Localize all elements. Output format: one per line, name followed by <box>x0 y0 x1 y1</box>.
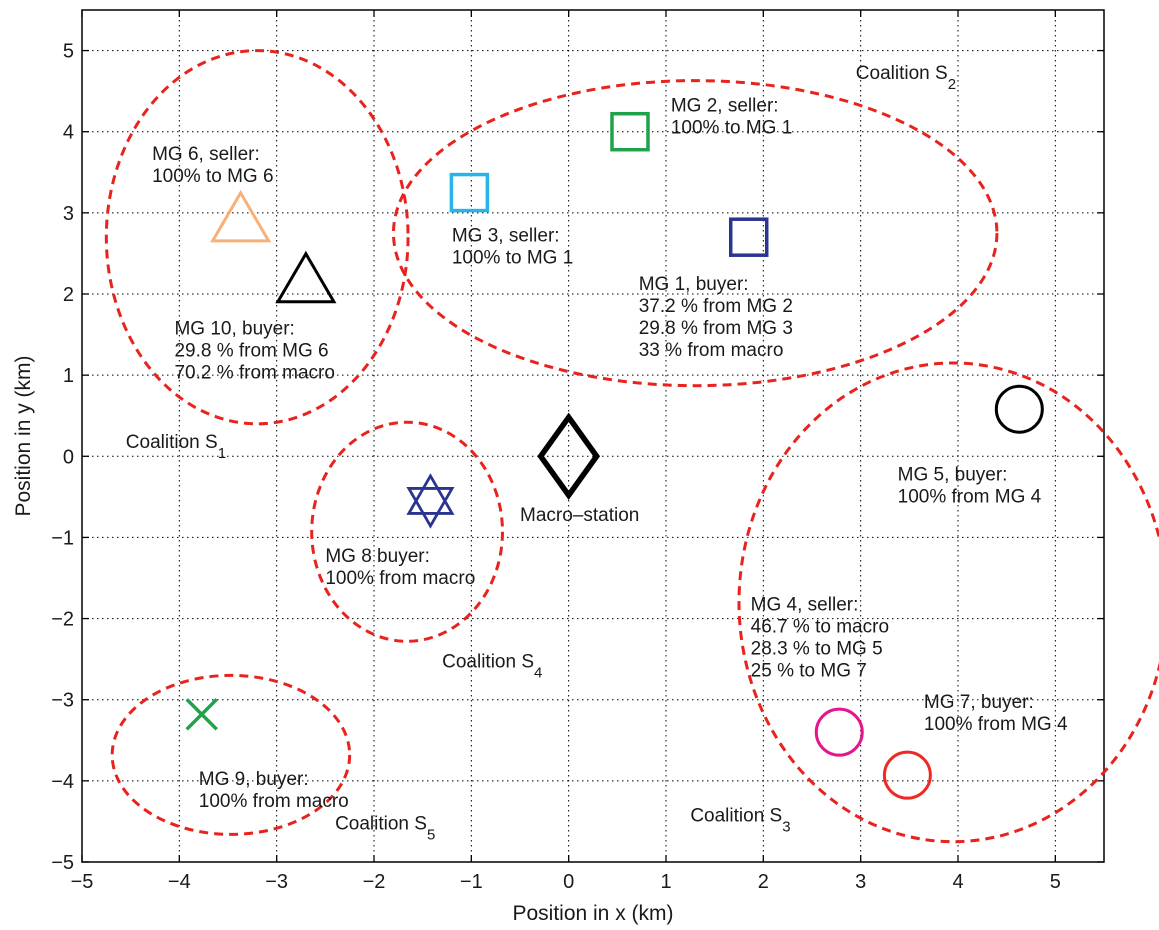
x-tick-label: −5 <box>71 871 94 893</box>
y-tick-label: 2 <box>63 284 74 306</box>
mg4-marker <box>814 707 864 757</box>
annotation-line: MG 2, seller: <box>671 95 779 116</box>
mg2-marker <box>610 111 650 152</box>
annotation-line: 100% from MG 4 <box>898 487 1042 508</box>
coalition-label: Coalition S3 <box>690 805 790 835</box>
annotation-line: 33 % from macro <box>639 340 784 361</box>
x-tick-label: 1 <box>660 871 671 893</box>
y-tick-label: 1 <box>63 365 74 387</box>
y-tick-label: 3 <box>63 203 74 225</box>
annotation-line: 100% to MG 6 <box>152 166 273 187</box>
annotation-line: MG 10, buyer: <box>174 319 294 340</box>
coalition-label: Coalition S4 <box>442 651 542 681</box>
x-tick-label: −3 <box>265 871 288 893</box>
x-tick-label: −4 <box>168 871 191 893</box>
annotation-line: 28.3 % to MG 5 <box>751 638 883 659</box>
axis-ticks: −5 −4 −3 −2 −1 0 1 2 3 4 5 −5 −4 −3 −2 −1 0 1 2 3 4 5 <box>51 10 1104 893</box>
annotation-line: 100% from macro <box>325 568 475 589</box>
annotation-line: 70.2 % from macro <box>174 363 335 384</box>
annotation-line: 29.8 % from MG 3 <box>639 318 793 339</box>
y-tick-label: −5 <box>51 852 74 874</box>
annotation-line: 100% from MG 4 <box>924 714 1068 735</box>
x-axis-label: Position in x (km) <box>512 902 673 925</box>
coalition-ellipses <box>104 49 1159 844</box>
x-tick-label: 4 <box>952 871 963 893</box>
annotation-line: 29.8 % from MG 6 <box>174 341 328 362</box>
x-tick-label: 0 <box>563 871 574 893</box>
mg3-marker <box>449 172 490 213</box>
annotation-line: MG 3, seller: <box>452 225 560 246</box>
mg10-marker <box>275 250 337 304</box>
annotation-line: MG 8 buyer: <box>325 546 430 567</box>
annotation-line: MG 9, buyer: <box>199 769 309 790</box>
y-tick-label: 5 <box>63 41 74 63</box>
coalition-ellipse-s5 <box>110 673 352 836</box>
x-tick-label: 3 <box>855 871 866 893</box>
y-tick-label: −2 <box>51 609 74 631</box>
mg1-marker <box>728 217 769 257</box>
coalition-ellipse-s4 <box>310 420 504 643</box>
annotation-line: MG 7, buyer: <box>924 692 1034 713</box>
y-tick-label: 4 <box>63 122 74 144</box>
plot-frame <box>81 9 1105 863</box>
annotation-line: Macro–station <box>520 505 639 526</box>
plot-area <box>82 10 1104 862</box>
coalition-ellipse-s1 <box>104 49 410 426</box>
mg7-marker <box>882 750 932 800</box>
markers <box>185 111 1044 800</box>
y-tick-label: −4 <box>51 771 74 793</box>
y-axis-label: Position in y (km) <box>12 355 35 516</box>
x-tick-label: 5 <box>1050 871 1061 893</box>
annotation-line: MG 6, seller: <box>152 144 260 165</box>
x-tick-label: −1 <box>460 871 483 893</box>
annotation-line: MG 4, seller: <box>751 594 859 615</box>
coalition-ellipse-s3 <box>737 361 1159 844</box>
coalition-label: Coalition S1 <box>126 432 226 462</box>
coalition-ellipse-s2 <box>391 79 999 388</box>
mg8-marker-down <box>406 487 455 529</box>
annotation-line: 37.2 % from MG 2 <box>639 296 793 317</box>
macro-station-marker <box>537 412 601 501</box>
mg5-marker <box>994 384 1044 434</box>
y-tick-label: −3 <box>51 690 74 712</box>
annotation-line: MG 1, buyer: <box>639 274 749 295</box>
grid <box>82 10 1104 862</box>
mg9-marker-b <box>185 698 218 731</box>
annotation-line: 100% from macro <box>199 791 349 812</box>
annotation-line: 100% to MG 1 <box>671 117 792 138</box>
annotation-line: 25 % to MG 7 <box>751 660 867 681</box>
y-tick-label: 0 <box>63 446 74 468</box>
x-tick-label: −2 <box>363 871 386 893</box>
coalition-label: Coalition S5 <box>335 814 435 844</box>
annotation-line: 100% to MG 1 <box>452 247 573 268</box>
coalition-label: Coalition S2 <box>856 63 956 93</box>
annotation-line: 46.7 % to macro <box>751 616 889 637</box>
y-tick-label: −1 <box>51 527 74 549</box>
mg6-marker <box>210 189 272 243</box>
x-tick-label: 2 <box>758 871 769 893</box>
annotation-line: MG 5, buyer: <box>898 465 1008 486</box>
mg8-marker-up <box>406 473 455 515</box>
